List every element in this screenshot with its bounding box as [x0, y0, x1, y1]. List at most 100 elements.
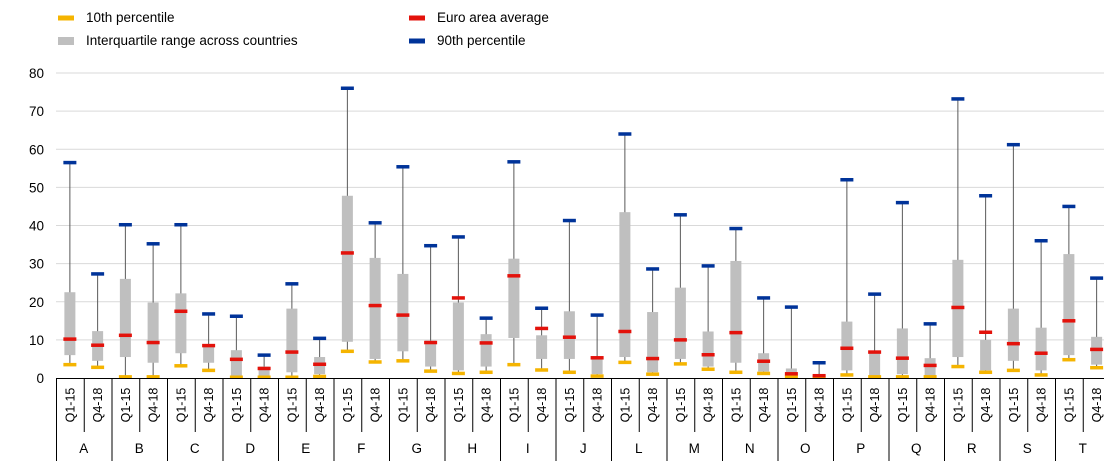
- box-R-Q1-15: [951, 97, 965, 369]
- p90-marker: [979, 194, 993, 198]
- legend-swatch-p90: [409, 38, 425, 44]
- box-A-Q1-15: [63, 160, 77, 367]
- x-period-label: Q1-15: [119, 388, 133, 423]
- p10-marker: [646, 372, 660, 376]
- iqr-box: [536, 335, 548, 359]
- x-period-label: Q4-18: [313, 388, 327, 423]
- p10-marker: [840, 373, 854, 377]
- x-period-label: Q4-18: [1035, 388, 1049, 423]
- mean-marker: [868, 350, 882, 354]
- mean-marker: [1006, 341, 1020, 346]
- iqr-box: [591, 357, 603, 375]
- box-M-Q4-18: [701, 264, 715, 371]
- box-T-Q1-15: [1062, 204, 1076, 362]
- box-G-Q1-15: [396, 165, 410, 363]
- iqr-box: [286, 308, 298, 373]
- p10-marker: [313, 374, 327, 379]
- mean-marker: [701, 352, 715, 357]
- legend-item-iqr: Interquartile range across countries: [58, 33, 298, 48]
- p10-marker: [757, 371, 771, 376]
- y-tick-label: 40: [29, 219, 44, 234]
- p90-marker: [257, 353, 271, 357]
- x-category-label: A: [79, 441, 88, 456]
- x-period-label: Q4-18: [424, 388, 438, 423]
- mean-marker: [507, 274, 521, 278]
- p10-marker: [174, 364, 188, 368]
- p10-marker: [396, 359, 410, 363]
- box-E-Q4-18: [313, 336, 327, 379]
- y-tick-label: 0: [36, 371, 44, 386]
- box-J-Q1-15: [562, 218, 576, 375]
- box-A-Q4-18: [91, 272, 105, 370]
- p90-marker: [174, 222, 188, 227]
- iqr-box: [230, 350, 242, 377]
- box-T-Q4-18: [1090, 276, 1104, 370]
- box-F-Q4-18: [368, 221, 382, 364]
- p90-marker: [701, 264, 715, 268]
- x-period-label: Q1-15: [618, 388, 632, 423]
- iqr-box: [147, 302, 159, 363]
- x-period-label: Q1-15: [951, 388, 965, 423]
- y-tick-label: 50: [29, 180, 44, 195]
- box-G-Q4-18: [424, 243, 438, 373]
- x-period-label: Q1-15: [729, 388, 743, 423]
- p10-marker: [590, 374, 604, 378]
- legend-item-p10: 10th percentile: [58, 10, 175, 25]
- legend-label-mean: Euro area average: [437, 10, 549, 25]
- mean-marker: [812, 373, 826, 378]
- x-period-label: Q4-18: [757, 388, 771, 423]
- iqr-box: [175, 293, 187, 354]
- mean-marker: [257, 366, 271, 371]
- mean-marker: [146, 340, 160, 345]
- box-D-Q1-15: [229, 314, 243, 379]
- iqr-box: [397, 273, 409, 352]
- iqr-box: [64, 292, 76, 356]
- iqr-box: [203, 344, 215, 363]
- x-period-label: Q1-15: [1007, 388, 1021, 423]
- p10-marker: [91, 365, 105, 370]
- p10-marker: [63, 362, 77, 367]
- mean-marker: [451, 296, 465, 300]
- p10-marker: [784, 375, 798, 379]
- mean-marker: [618, 329, 632, 334]
- p90-marker: [618, 132, 632, 136]
- box-I-Q4-18: [535, 306, 549, 372]
- mean-marker: [424, 340, 438, 345]
- iqr-box: [896, 328, 908, 375]
- iqr-box: [1035, 327, 1047, 371]
- legend: 10th percentile Interquartile range acros…: [58, 10, 549, 48]
- p10-marker: [923, 375, 937, 379]
- x-period-label: Q4-18: [591, 388, 605, 423]
- x-period-label: Q4-18: [258, 388, 272, 423]
- box-S-Q4-18: [1034, 239, 1048, 377]
- p90-marker: [840, 178, 854, 182]
- x-period-label: Q1-15: [507, 388, 521, 423]
- p10-marker: [451, 371, 465, 376]
- x-period-label: Q4-18: [369, 388, 383, 423]
- box-F-Q1-15: [340, 86, 354, 354]
- p90-marker: [1034, 239, 1048, 243]
- box-P-Q4-18: [868, 292, 882, 379]
- x-category-label: T: [1079, 441, 1087, 456]
- box-O-Q1-15: [784, 305, 798, 379]
- mean-marker: [784, 372, 798, 376]
- p10-marker: [1034, 373, 1048, 377]
- x-category-label: C: [190, 441, 200, 456]
- x-period-label: Q4-18: [480, 388, 494, 423]
- y-tick-label: 60: [29, 142, 44, 157]
- x-period-label: Q1-15: [563, 388, 577, 423]
- mean-marker: [757, 359, 771, 363]
- mean-marker: [979, 330, 993, 334]
- x-period-label: Q4-18: [813, 388, 827, 423]
- mean-marker: [229, 357, 243, 362]
- x-category-label: L: [635, 441, 643, 456]
- x-period-label: Q1-15: [785, 388, 799, 423]
- mean-marker: [590, 356, 604, 360]
- iqr-box: [841, 321, 853, 371]
- legend-label-p90: 90th percentile: [437, 33, 526, 48]
- legend-swatch-p10: [58, 15, 74, 21]
- p90-marker: [757, 296, 771, 300]
- p90-marker: [229, 314, 243, 318]
- x-period-label: Q1-15: [674, 388, 688, 423]
